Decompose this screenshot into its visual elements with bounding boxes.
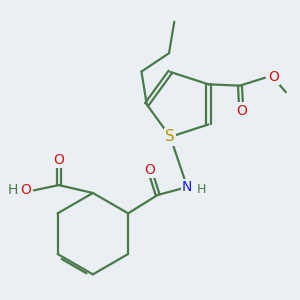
Text: N: N xyxy=(182,180,192,194)
Text: O: O xyxy=(53,153,64,167)
Text: H: H xyxy=(197,183,206,196)
Text: H: H xyxy=(8,183,18,197)
Text: O: O xyxy=(20,183,31,197)
Text: S: S xyxy=(165,129,175,144)
Text: O: O xyxy=(268,70,279,84)
Text: O: O xyxy=(144,163,155,177)
Text: O: O xyxy=(236,103,247,118)
